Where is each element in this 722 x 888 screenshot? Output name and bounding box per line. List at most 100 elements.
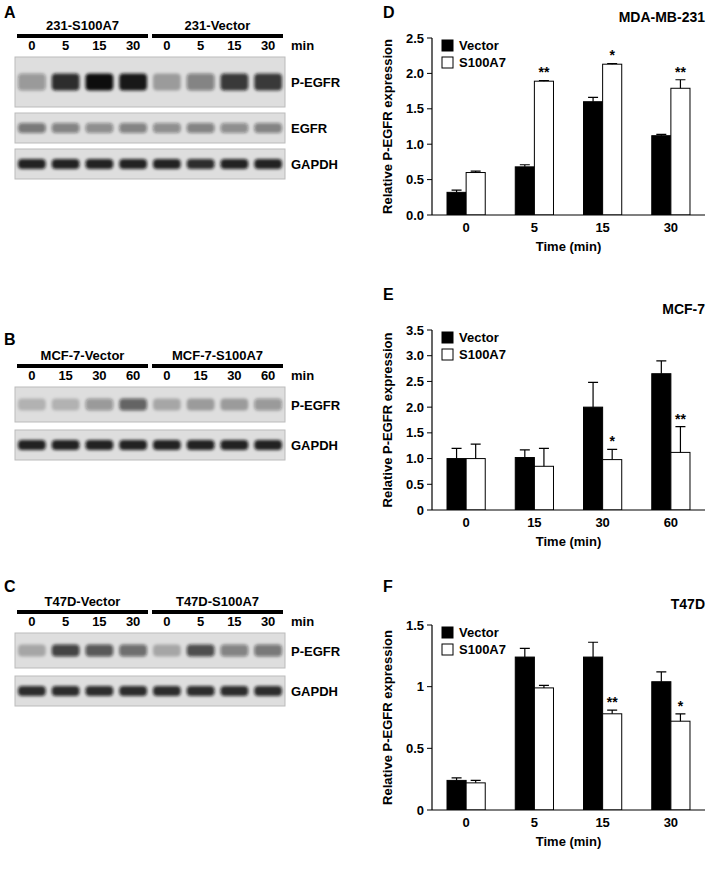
time-label: 15	[92, 38, 106, 53]
legend-swatch	[442, 40, 453, 51]
panel-letter: E	[383, 286, 394, 303]
legend-label: S100A7	[459, 642, 506, 657]
x-tick-label: 5	[531, 220, 538, 235]
band	[52, 74, 80, 91]
bar	[447, 459, 466, 510]
blot-strip	[15, 113, 285, 143]
band	[18, 686, 46, 696]
y-axis-label: Relative P-EGFR expression	[380, 630, 395, 805]
time-label: 0	[163, 614, 170, 629]
legend-swatch	[442, 332, 453, 343]
bar	[603, 64, 622, 215]
plot-labels: ***	[609, 411, 686, 450]
row-label: EGFR	[291, 121, 328, 136]
x-tick-label: 15	[595, 815, 609, 830]
error-bar	[471, 780, 481, 782]
error-bar	[471, 171, 481, 172]
group-label: 231-S100A7	[46, 18, 119, 33]
x-tick-label: 5	[531, 815, 538, 830]
bar	[671, 452, 690, 510]
band	[86, 159, 114, 169]
panel-letter: B	[4, 331, 16, 348]
legend-label: Vector	[459, 625, 499, 640]
group-label: T47D-S100A7	[176, 594, 259, 609]
background	[0, 0, 722, 888]
plot-marks	[447, 642, 690, 810]
bar	[447, 780, 466, 810]
band	[221, 123, 249, 133]
band	[153, 440, 181, 450]
error-bar	[588, 382, 598, 407]
group-label: MCF-7-S100A7	[172, 348, 263, 363]
time-label: 15	[92, 614, 106, 629]
y-tick	[427, 355, 432, 356]
plot-marks	[447, 63, 690, 215]
unit-label: min	[291, 614, 314, 629]
y-tick	[427, 810, 432, 811]
error-bar	[520, 165, 530, 167]
y-tick-label: 2.0	[406, 66, 424, 81]
band	[254, 440, 282, 450]
y-tick-label: 1.5	[406, 101, 424, 116]
band	[221, 440, 249, 450]
y-tick	[427, 748, 432, 749]
significance: *	[678, 698, 684, 714]
band	[86, 645, 114, 657]
blot-strip	[15, 149, 285, 179]
time-label: 0	[163, 38, 170, 53]
error-bar	[656, 672, 666, 682]
band	[221, 686, 249, 696]
blot-strip	[15, 430, 285, 460]
band	[119, 123, 147, 133]
bar	[584, 102, 603, 215]
y-tick-label: 1	[417, 679, 424, 694]
band	[52, 159, 80, 169]
y-tick-label: 2.5	[406, 374, 424, 389]
band	[52, 645, 80, 657]
y-tick-label: 3.5	[406, 323, 424, 338]
band	[153, 645, 181, 657]
row-label: P-EGFR	[291, 75, 341, 90]
error-bar	[452, 190, 462, 192]
error-bar	[520, 648, 530, 657]
band	[153, 686, 181, 696]
chart: DMDA-MB-231*****0.00.51.01.52.02.5051530…	[380, 4, 705, 254]
x-axis-label: Time (min)	[536, 834, 602, 849]
significance: *	[609, 433, 615, 449]
band	[119, 74, 147, 91]
significance: **	[538, 64, 549, 80]
band	[18, 123, 46, 133]
band	[18, 159, 46, 169]
band	[119, 399, 147, 411]
y-tick	[427, 38, 432, 39]
time-label: 5	[62, 38, 69, 53]
legend: VectorS100A7	[442, 38, 506, 70]
time-label: 60	[261, 368, 275, 383]
x-tick-label: 30	[595, 515, 609, 530]
bar	[671, 88, 690, 215]
blot-panel: BMCF-7-Vector0153060MCF-7-S100A70153060m…	[4, 331, 341, 460]
time-label: 30	[261, 38, 275, 53]
time-label: 60	[126, 368, 140, 383]
legend-label: Vector	[459, 330, 499, 345]
bar	[534, 466, 553, 510]
row-label: P-EGFR	[291, 398, 341, 413]
error-bar	[675, 427, 685, 453]
y-tick-label: 0.0	[406, 208, 424, 223]
y-tick-label: 3.0	[406, 348, 424, 363]
time-label: 30	[126, 614, 140, 629]
legend: Vector S100A7	[442, 625, 506, 657]
y-tick	[427, 625, 432, 626]
bar	[466, 783, 485, 810]
y-tick	[427, 484, 432, 485]
band	[52, 686, 80, 696]
y-tick	[427, 215, 432, 216]
x-tick-label: 15	[595, 220, 609, 235]
band	[153, 399, 181, 411]
figure: A231-S100A7051530231-Vector051530minP-EG…	[0, 0, 722, 888]
band	[119, 440, 147, 450]
unit-label: min	[291, 368, 314, 383]
chart-title: T47D	[671, 596, 705, 612]
x-axis-label: Time (min)	[536, 534, 602, 549]
legend-swatch	[442, 644, 453, 655]
